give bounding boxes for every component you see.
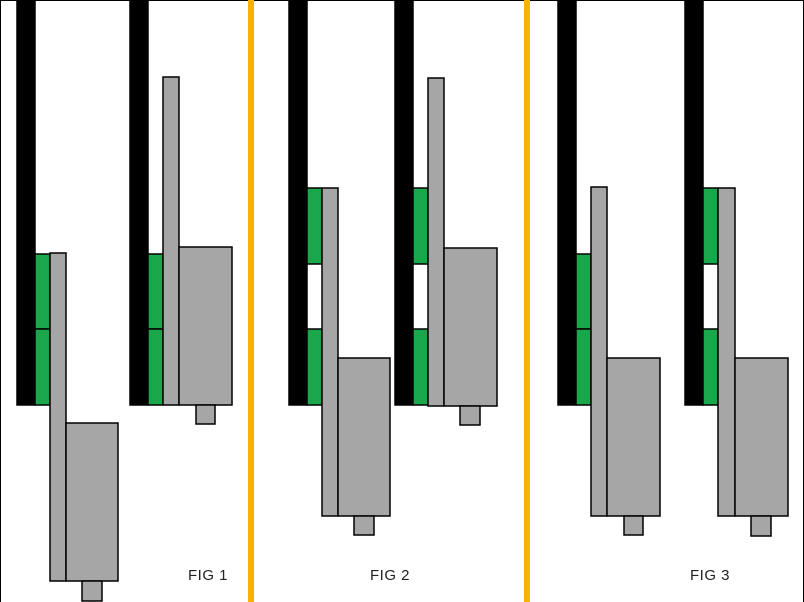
fig3-assembly-a — [557, 0, 661, 536]
rod — [321, 187, 339, 517]
wall — [684, 0, 704, 406]
green-pad-upper — [575, 253, 592, 330]
fig1-assembly-b — [129, 0, 233, 425]
fig-1-label: FIG 1 — [188, 567, 229, 584]
green-pad-lower — [306, 328, 323, 406]
fig2-assembly-b — [394, 0, 498, 426]
rod — [427, 77, 445, 407]
green-pad-lower — [575, 328, 592, 406]
actuator-body — [443, 247, 498, 407]
actuator-body — [178, 246, 233, 406]
rod — [717, 187, 736, 517]
green-pad-upper — [702, 187, 719, 265]
end-cap — [459, 405, 481, 426]
divider-2 — [524, 0, 530, 602]
green-pad-lower — [147, 328, 164, 406]
actuator-body — [337, 357, 391, 517]
wall — [557, 0, 577, 406]
rod — [162, 76, 180, 406]
fig1-assembly-a — [16, 0, 119, 602]
rod — [590, 186, 608, 517]
fig2-assembly-a — [288, 0, 391, 536]
end-cap — [81, 580, 103, 602]
green-pad-lower — [412, 328, 429, 406]
rod — [49, 252, 67, 582]
green-pad-upper — [412, 187, 429, 265]
green-pad-upper — [306, 187, 323, 265]
green-pad-upper — [147, 253, 164, 330]
wall — [288, 0, 308, 406]
divider-1 — [248, 0, 254, 602]
green-pad-lower — [702, 328, 719, 406]
actuator-body — [65, 422, 119, 582]
wall — [16, 0, 36, 406]
wall — [394, 0, 414, 406]
end-cap — [353, 515, 375, 536]
end-cap — [623, 515, 644, 536]
fig3-assembly-b — [684, 0, 789, 537]
wall — [129, 0, 149, 406]
end-cap — [195, 404, 216, 425]
actuator-body — [606, 357, 661, 517]
fig-2-label: FIG 2 — [370, 567, 411, 584]
actuator-body — [734, 357, 789, 517]
green-pad-lower — [34, 328, 51, 406]
fig-3-label: FIG 3 — [690, 567, 731, 584]
green-pad-upper — [34, 253, 51, 330]
end-cap — [750, 515, 772, 537]
